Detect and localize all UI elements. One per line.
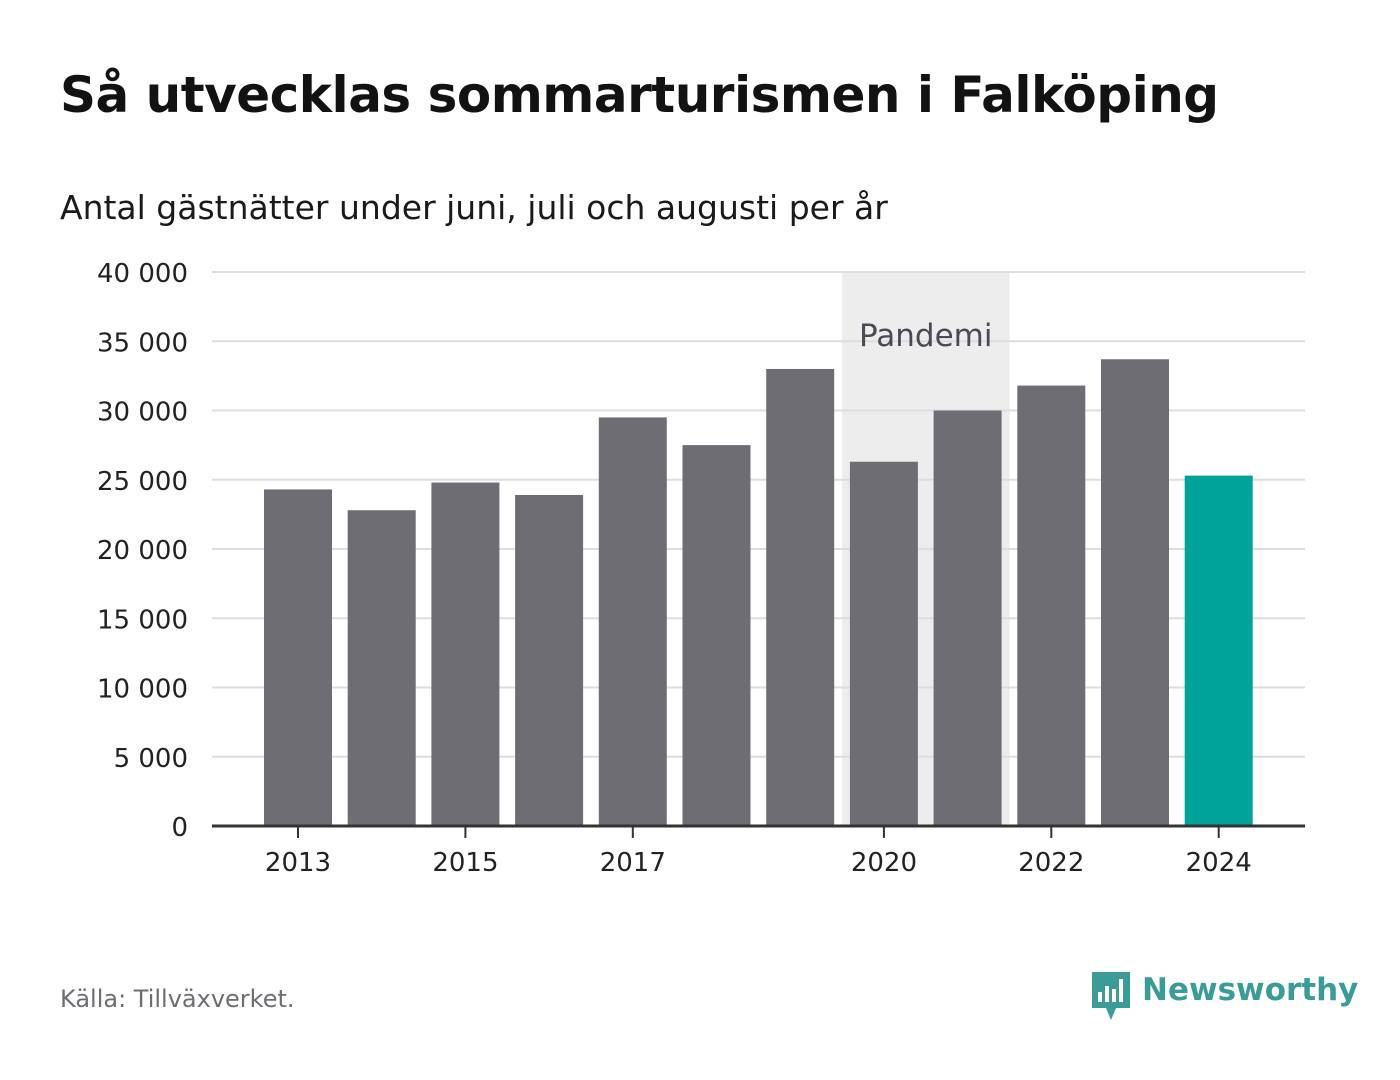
bar xyxy=(849,461,918,826)
bar-layer xyxy=(264,359,1253,826)
bar-chart: 0 5 000 10 000 15 000 20 000 25 000 30 000 35 0… xyxy=(97,259,1305,878)
label-layer: 0 5 000 10 000 15 000 20 000 25 000 30 000 35 0… xyxy=(97,259,1252,878)
y-tick-label: 15 000 xyxy=(97,605,188,635)
bar xyxy=(431,482,500,826)
y-tick-label: 5 000 xyxy=(114,744,188,774)
brand-name: Newsworthy xyxy=(1142,972,1359,1008)
x-tick-label: 2017 xyxy=(600,848,666,878)
x-tick-label: 2022 xyxy=(1018,848,1084,878)
source-note: Källa: Tillväxverket. xyxy=(60,985,295,1013)
bar xyxy=(1017,385,1086,826)
bar xyxy=(682,445,751,826)
bar xyxy=(347,510,416,826)
x-tick-label: 2015 xyxy=(432,848,498,878)
bar xyxy=(515,494,584,826)
y-tick-label: 25 000 xyxy=(97,467,188,497)
chart-subtitle: Antal gästnätter under juni, juli och au… xyxy=(60,188,888,227)
y-tick-label: 35 000 xyxy=(97,328,188,358)
bar-highlight xyxy=(1184,475,1253,826)
bar xyxy=(766,368,835,826)
x-tick-label: 2013 xyxy=(265,848,331,878)
bar xyxy=(598,417,667,826)
y-tick-label: 10 000 xyxy=(97,675,188,705)
bar xyxy=(1101,359,1169,826)
x-tick-label: 2020 xyxy=(851,848,917,878)
pandemic-label: Pandemi xyxy=(859,318,993,354)
y-tick-label: 40 000 xyxy=(97,259,188,289)
chart-title: Så utvecklas sommarturismen i Falköping xyxy=(60,66,1219,124)
bar xyxy=(933,410,1002,826)
brand-logo: Newsworthy xyxy=(1090,970,1358,1022)
y-tick-label: 20 000 xyxy=(97,536,188,566)
newsworthy-bar-chart-icon xyxy=(1092,972,1130,1020)
bar xyxy=(264,489,332,826)
axis-layer xyxy=(212,824,1305,838)
x-tick-label: 2024 xyxy=(1186,848,1252,878)
y-tick-label: 30 000 xyxy=(97,398,188,428)
y-tick-label: 0 xyxy=(171,813,188,843)
